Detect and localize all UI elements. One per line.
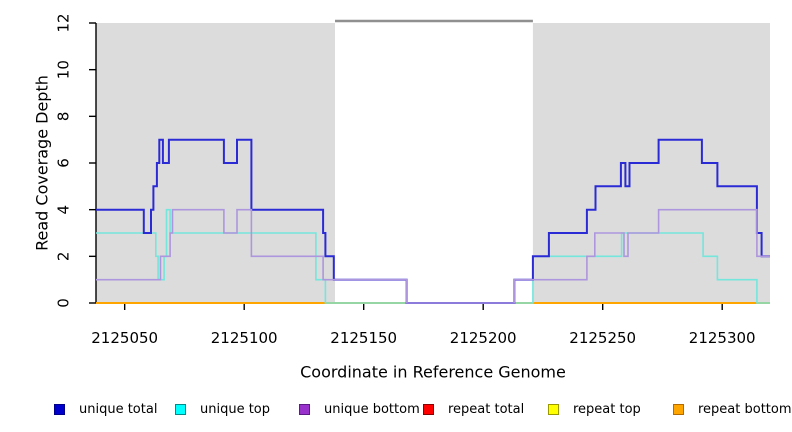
legend-swatch-unique-total bbox=[54, 403, 65, 415]
legend-item-unique-total: unique total bbox=[54, 398, 157, 420]
legend-label: repeat bottom bbox=[698, 401, 792, 417]
y-tick-label: 0 bbox=[55, 298, 73, 308]
legend-swatch-repeat-bottom bbox=[673, 403, 684, 415]
legend-label: repeat top bbox=[573, 401, 641, 417]
legend-label: unique top bbox=[200, 401, 271, 417]
left-gray-region bbox=[96, 23, 336, 303]
legend-label: repeat total bbox=[448, 401, 525, 417]
legend-item-repeat-bottom: repeat bottom bbox=[673, 398, 792, 420]
legend-item-repeat-total: repeat total bbox=[423, 398, 524, 420]
legend-swatch-repeat-total bbox=[423, 403, 434, 415]
x-tick-label: 2125200 bbox=[450, 329, 517, 347]
y-tick-label: 8 bbox=[55, 112, 73, 122]
x-axis-title: Coordinate in Reference Genome bbox=[300, 362, 566, 382]
y-tick-label: 4 bbox=[55, 205, 73, 215]
y-tick-label: 12 bbox=[55, 13, 73, 32]
legend-item-unique-top: unique top bbox=[175, 398, 270, 420]
x-tick-label: 2125050 bbox=[91, 329, 158, 347]
legend-item-unique-bottom: unique bottom bbox=[299, 398, 420, 420]
x-tick-label: 2125100 bbox=[211, 329, 278, 347]
legend-swatch-unique-bottom bbox=[299, 403, 310, 415]
legend-label: unique total bbox=[79, 401, 158, 417]
legend-label: unique bottom bbox=[324, 401, 420, 417]
legend-item-repeat-top: repeat top bbox=[548, 398, 641, 420]
y-axis-title: Read Coverage Depth bbox=[32, 75, 52, 251]
x-tick-label: 2125300 bbox=[689, 329, 756, 347]
x-tick-label: 2125150 bbox=[330, 329, 397, 347]
x-axis-ticks: 2125050 2125100 2125150 2125200 2125250 21253… bbox=[91, 303, 756, 347]
y-tick-label: 6 bbox=[55, 158, 73, 168]
series-line-unique-bottom bbox=[96, 208, 770, 304]
legend-swatch-unique-top bbox=[175, 403, 186, 415]
y-axis-ticks: 0 2 4 6 8 10 12 bbox=[55, 13, 96, 308]
legend-swatch-repeat-top bbox=[548, 403, 559, 415]
chart-legend: unique total unique top unique bottom repea… bbox=[0, 398, 792, 424]
y-tick-label: 2 bbox=[55, 252, 73, 262]
x-tick-label: 2125250 bbox=[569, 329, 636, 347]
y-tick-label: 10 bbox=[55, 60, 73, 79]
